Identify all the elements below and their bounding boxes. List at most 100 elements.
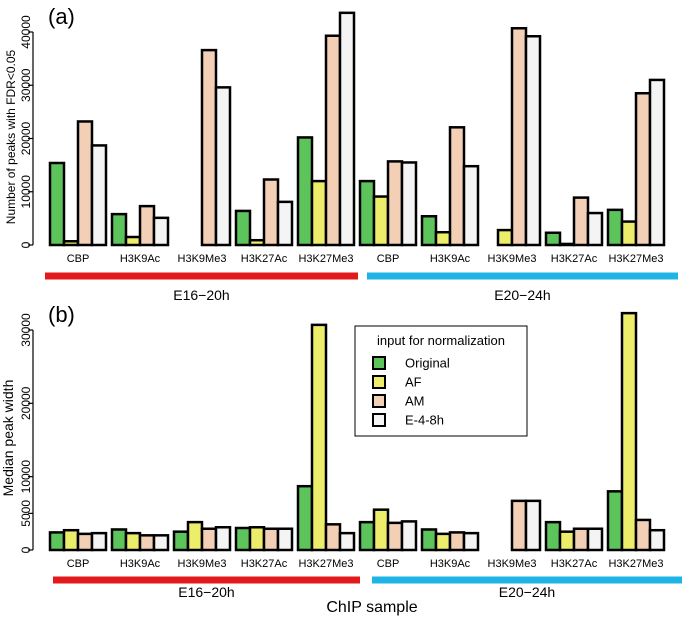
bar-e-4-8h: [338, 11, 356, 247]
y-tick-label: 30000: [19, 313, 33, 347]
bar-am: [572, 196, 590, 247]
x-tick-label: H3K9Ac: [120, 558, 161, 570]
bar-am: [634, 91, 652, 247]
x-tick-label: H3K9Ac: [120, 253, 161, 265]
bar-af: [434, 532, 452, 552]
x-tick-label: CBP: [377, 558, 400, 570]
group-label: E20−24h: [494, 287, 550, 303]
x-tick-label: H3K9Me3: [178, 253, 227, 265]
x-tick-label: CBP: [67, 253, 90, 265]
bar-am: [572, 527, 590, 552]
panel-a-label: (a): [48, 4, 75, 29]
x-tick-label: H3K9Me3: [178, 558, 227, 570]
bar-af: [310, 179, 328, 247]
panel-b-x-axis-title: ChIP sample: [326, 599, 417, 616]
bar-am: [634, 518, 652, 552]
bar-am: [324, 34, 342, 247]
group-label: E16−20h: [178, 584, 234, 600]
y-tick-label: 10000: [19, 460, 33, 494]
panel-b-y-ticks: 0 5000 10000 20000 30000: [19, 313, 34, 553]
bar-e-4-8h: [400, 161, 418, 247]
y-tick-label: 30000: [19, 68, 33, 102]
bar-e-4-8h: [152, 534, 170, 552]
panel-b-legend: input for normalization Original AF AM E-4-8…: [354, 325, 528, 437]
bar-e-4-8h: [90, 144, 108, 247]
x-tick-label: H3K9Me3: [488, 253, 537, 265]
bar-am: [448, 126, 466, 247]
bar-original: [358, 179, 376, 247]
legend-swatch: [372, 413, 386, 427]
panel-b-x-tick-labels: CBP H3K9Ac H3K9Me3 H3K27Ac H3K27Me3 CBP H3K9Ac…: [67, 558, 664, 570]
bar-e-4-8h: [214, 86, 232, 247]
bar-am: [510, 499, 528, 552]
panel-a: (a) Number of peaks with FDR<0.05 0 10000…: [4, 4, 678, 303]
bar-e-4-8h: [214, 526, 232, 552]
panel-a-bars: [48, 11, 666, 247]
bar-am: [76, 120, 94, 247]
bar-e-4-8h: [586, 211, 604, 247]
bar-original: [48, 531, 66, 552]
y-tick-label: 40000: [19, 15, 33, 49]
bar-af: [62, 240, 80, 247]
bar-am: [76, 532, 94, 552]
panel-a-y-axis-title: Number of peaks with FDR<0.05: [4, 49, 18, 224]
bar-original: [296, 136, 314, 247]
group-label: E16−20h: [173, 287, 229, 303]
bar-original: [296, 484, 314, 552]
bar-af: [186, 520, 204, 552]
y-tick-label: 20000: [19, 386, 33, 420]
bar-e-4-8h: [90, 531, 108, 552]
bar-af: [496, 228, 514, 247]
bar-af: [62, 528, 80, 552]
bar-am: [262, 178, 280, 247]
bar-e-4-8h: [524, 35, 542, 247]
bar-af: [248, 238, 266, 247]
x-tick-label: H3K27Ac: [551, 253, 598, 265]
bar-am: [386, 160, 404, 247]
panel-b-y-axis-title: Median peak width: [0, 380, 16, 497]
group-label: E20−24h: [499, 584, 555, 600]
bar-e-4-8h: [524, 499, 542, 552]
x-tick-label: H3K27Ac: [241, 253, 288, 265]
bar-original: [544, 520, 562, 552]
legend-entry: E-4-8h: [405, 413, 444, 428]
x-tick-label: H3K27Ac: [551, 558, 598, 570]
panel-b-group-bars: E16−20h E20−24h: [53, 576, 682, 600]
legend-entry: AF: [405, 375, 422, 390]
bar-af: [124, 531, 142, 552]
y-tick-label: 0: [19, 241, 33, 248]
bar-af: [620, 311, 638, 552]
x-tick-label: H3K9Ac: [430, 558, 471, 570]
bar-am: [448, 531, 466, 552]
bar-original: [420, 214, 438, 247]
panel-a-x-tick-labels: CBP H3K9Ac H3K9Me3 H3K27Ac H3K27Me3 CBP H3K9Ac…: [67, 253, 664, 265]
bar-e-4-8h: [586, 527, 604, 552]
bar-am: [262, 527, 280, 552]
x-tick-label: H3K27Me3: [298, 558, 353, 570]
bar-e-4-8h: [648, 78, 666, 247]
bar-original: [110, 528, 128, 552]
x-tick-label: H3K27Me3: [608, 558, 663, 570]
legend-swatch: [372, 356, 386, 370]
bar-e-4-8h: [276, 527, 294, 552]
legend-swatch: [372, 394, 386, 408]
x-tick-label: H3K9Ac: [430, 253, 471, 265]
bar-original: [110, 212, 128, 247]
bar-original: [606, 208, 624, 247]
bar-am: [138, 534, 156, 552]
panel-a-group-bars: E16−20h E20−24h: [45, 272, 678, 303]
x-tick-label: H3K27Me3: [608, 253, 663, 265]
bar-am: [510, 27, 528, 247]
bar-af: [372, 195, 390, 247]
bar-e-4-8h: [152, 216, 170, 247]
bar-e-4-8h: [276, 200, 294, 247]
bar-e-4-8h: [338, 531, 356, 552]
bar-am: [200, 48, 218, 247]
x-tick-label: H3K27Ac: [241, 558, 288, 570]
panel-b: (b) Median peak width ChIP sample 0 5000 1…: [0, 302, 682, 616]
x-tick-label: CBP: [67, 558, 90, 570]
bar-af: [124, 235, 142, 247]
panel-b-label: (b): [48, 302, 75, 327]
bar-original: [606, 490, 624, 552]
legend-entry: Original: [405, 356, 450, 371]
